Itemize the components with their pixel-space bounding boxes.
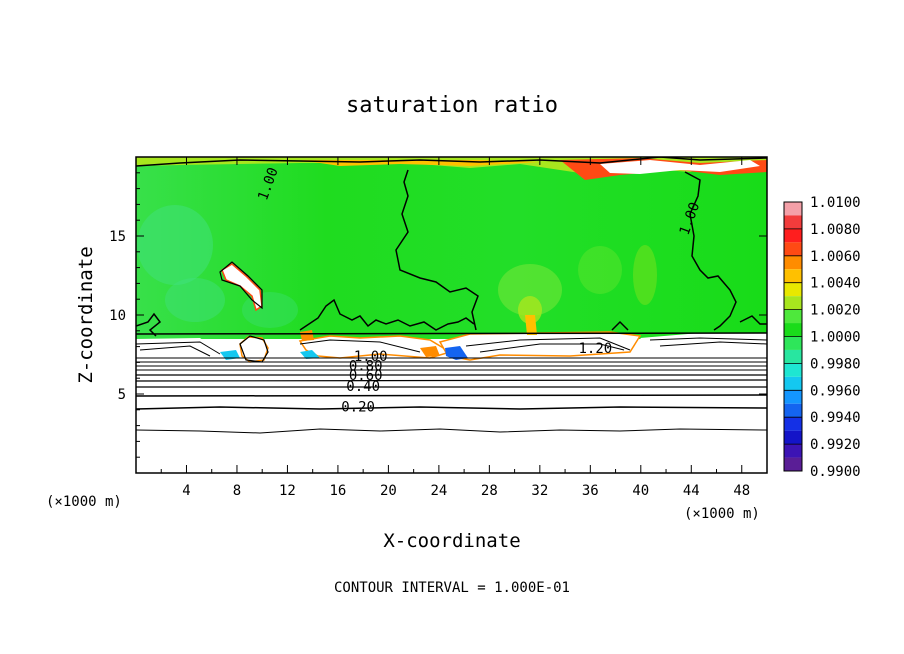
chart-title: saturation ratio [346, 93, 558, 118]
orange-patch [420, 346, 440, 357]
yellow-shade-patch [633, 245, 657, 305]
x-tick-label: 24 [430, 483, 447, 499]
x-unit-left: (×1000 m) [46, 494, 122, 510]
cloud-patch [239, 336, 269, 363]
yellow-shade-patch [578, 246, 622, 294]
colorbar-label: 0.9940 [810, 410, 861, 426]
cyan-shade-patch [137, 205, 213, 285]
colorbar-swatch [784, 323, 802, 337]
yellow-patch [525, 315, 537, 335]
contour-line [136, 428, 767, 434]
x-tick-label: 20 [380, 483, 397, 499]
contour-label: 1.20 [579, 341, 613, 357]
x-unit-right: (×1000 m) [684, 506, 760, 522]
y-axis-label: Z-coordinate [75, 246, 97, 383]
colorbar-label: 0.9980 [810, 356, 861, 372]
colorbar-label: 1.0060 [810, 249, 861, 265]
contour-interval-note: CONTOUR INTERVAL = 1.000E-01 [334, 580, 570, 596]
colorbar-swatch [784, 296, 802, 310]
yellow-shade-patch [518, 296, 542, 324]
colorbar-swatch [784, 309, 802, 324]
colorbar-swatch [784, 202, 802, 216]
colorbar-label: 0.9960 [810, 383, 861, 399]
blue-patch [445, 346, 468, 360]
colorbar-swatch [784, 403, 802, 418]
orange-patch [300, 330, 314, 341]
x-tick-label: 4 [182, 483, 190, 499]
contour-line [684, 171, 737, 331]
colorbar-label: 0.9900 [810, 464, 861, 480]
cyan-shade-patch [165, 278, 225, 322]
colorbar-label: 1.0100 [810, 195, 861, 211]
plot-area: 1.001.001.201.000.800.600.400.20 [136, 157, 767, 473]
colorbar-swatch [784, 457, 802, 471]
colorbar-swatch [784, 363, 802, 377]
colorbar-swatch [784, 228, 802, 243]
colorbar-swatch [784, 430, 802, 445]
dry-layer-fill [136, 339, 767, 473]
contour-label: 0.20 [341, 399, 375, 415]
x-tick-label: 8 [233, 483, 241, 499]
colorbar-label: 0.9920 [810, 437, 861, 453]
contour-label: 0.40 [346, 379, 380, 395]
x-axis: 4 8 12 16 20 24 28 32 36 40 44 48 [160, 157, 750, 499]
contour-label: 1.00 [354, 349, 388, 365]
moist-layer-fill [136, 157, 767, 339]
contour-line [136, 394, 767, 397]
colorbar-swatch [784, 242, 802, 256]
colorbar-swatch [784, 444, 802, 458]
colorbar-label: 1.0000 [810, 330, 861, 346]
yellow-shade-patch [498, 264, 562, 316]
x-tick-label: 36 [582, 483, 599, 499]
x-tick-label: 32 [531, 483, 548, 499]
colorbar-swatch [784, 417, 802, 431]
x-tick-label: 16 [329, 483, 346, 499]
colorbar-label: 1.0080 [810, 222, 861, 238]
x-tick-label: 48 [733, 483, 750, 499]
colorbar-swatch [784, 349, 802, 364]
colorbar-swatch [784, 336, 802, 350]
contour-line [395, 169, 479, 331]
contour-label: 0.80 [349, 358, 383, 374]
contour-line [739, 315, 767, 325]
x-tick-label: 12 [279, 483, 296, 499]
contour-line [136, 312, 162, 337]
y-tick-label: 10 [109, 308, 126, 324]
colorbar: 1.0100 1.0080 1.0060 1.0040 1.0020 1.0000 0.99… [783, 195, 861, 480]
contour-line [611, 320, 629, 331]
y-axis: 5 10 15 [109, 172, 767, 458]
colorbar-label: 1.0020 [810, 303, 861, 319]
x-tick-label: 44 [683, 483, 700, 499]
cyan-patch [300, 350, 320, 359]
contour-line [136, 406, 767, 410]
colorbar-swatch [784, 215, 802, 229]
colorbar-label: 1.0040 [810, 276, 861, 292]
x-axis-label: X-coordinate [383, 530, 520, 552]
colorbar-swatch [784, 376, 802, 391]
x-tick-label: 40 [632, 483, 649, 499]
contour-line [136, 337, 767, 355]
y-tick-label: 15 [109, 229, 126, 245]
contour-line [136, 332, 767, 335]
upper-white-band [600, 160, 760, 174]
contour-line [136, 379, 767, 382]
x-tick-label: 28 [481, 483, 498, 499]
contour-label: 0.60 [349, 368, 383, 384]
contour-line [239, 335, 269, 363]
cloud-patch [640, 333, 767, 356]
contour-line [139, 341, 767, 357]
contour-line [299, 298, 475, 331]
contour-lines [136, 157, 767, 434]
colorbar-swatch [784, 390, 802, 404]
colorbar-swatch [784, 255, 802, 270]
colorbar-swatch [784, 282, 802, 297]
colorbar-swatch [784, 269, 802, 283]
cloud-patch [221, 263, 263, 312]
contour-line [219, 261, 263, 310]
y-tick-label: 5 [118, 387, 126, 403]
